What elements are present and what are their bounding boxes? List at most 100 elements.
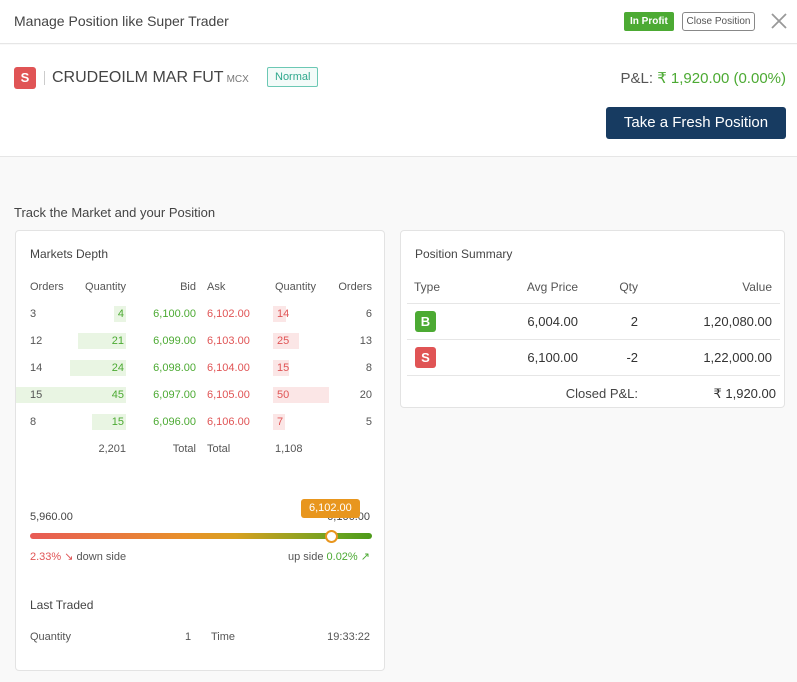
depth-row: 12 21 6,099.00 6,103.00 25 13 xyxy=(16,331,386,351)
ask-orders: 8 xyxy=(365,362,372,374)
bid-price: 6,099.00 xyxy=(153,335,196,347)
bid-orders: 15 xyxy=(30,389,43,401)
buy-type-badge: B xyxy=(415,311,436,332)
depth-total-row: 2,201 Total Total 1,108 xyxy=(16,439,386,459)
value: 1,20,080.00 xyxy=(703,314,772,329)
ltp-tag: 6,102.00 xyxy=(300,499,360,518)
exchange-label: MCX xyxy=(226,74,249,85)
ask-quantity: 7 xyxy=(277,416,284,428)
range-low-value: 5,960.00 xyxy=(30,511,73,523)
pnl-value: ₹ 1,920.00 (0.00%) xyxy=(657,70,786,87)
ask-volume-bar xyxy=(273,387,329,403)
sell-side-badge: S xyxy=(14,67,36,89)
bid-price: 6,098.00 xyxy=(153,362,196,374)
bid-orders: 14 xyxy=(30,362,43,374)
ask-volume-bar xyxy=(273,306,286,322)
qty: 2 xyxy=(630,314,638,329)
closed-pnl-label: Closed P&L: xyxy=(565,386,638,401)
bid-quantity: 4 xyxy=(117,308,124,320)
position-summary-title: Position Summary xyxy=(415,247,513,261)
bid-price: 6,097.00 xyxy=(153,389,196,401)
total-ask-label: Total xyxy=(207,443,231,455)
dialog-header: Manage Position like Super Trader In Pro… xyxy=(0,0,797,44)
instrument-name: CRUDEOILM MAR FUT MCX xyxy=(52,69,249,87)
ask-quantity: 50 xyxy=(277,389,290,401)
bid-orders: 12 xyxy=(30,335,43,347)
summary-row: B 6,004.00 2 1,20,080.00 xyxy=(407,304,780,340)
header-bid: Bid xyxy=(180,281,196,293)
take-fresh-position-button[interactable]: Take a Fresh Position xyxy=(606,107,786,139)
ask-price: 6,104.00 xyxy=(207,362,250,374)
ask-volume-bar xyxy=(273,414,285,430)
ask-orders: 20 xyxy=(359,389,372,401)
close-position-button[interactable]: Close Position xyxy=(682,12,755,31)
arrow-up-right-icon: ↗ xyxy=(360,551,370,563)
bid-price: 6,096.00 xyxy=(153,416,196,428)
bid-quantity: 15 xyxy=(111,416,124,428)
ask-quantity: 15 xyxy=(277,362,290,374)
product-type-badge: Normal xyxy=(267,67,319,87)
bid-volume-bar xyxy=(16,387,126,403)
avg-price: 6,004.00 xyxy=(527,314,578,329)
summary-header-row: Type Avg Price Qty Value xyxy=(407,268,780,304)
section-title: Track the Market and your Position xyxy=(14,205,216,220)
ask-price: 6,102.00 xyxy=(207,308,250,320)
ask-quantity: 14 xyxy=(277,308,290,320)
bid-quantity: 45 xyxy=(111,389,124,401)
total-bid-qty: 2,201 xyxy=(98,443,126,455)
bid-volume-bar xyxy=(114,306,126,322)
ask-price: 6,103.00 xyxy=(207,335,250,347)
depth-row: 3 4 6,100.00 6,102.00 14 6 xyxy=(16,304,386,324)
depth-row: 8 15 6,096.00 6,106.00 7 5 xyxy=(16,412,386,432)
header-ask: Ask xyxy=(207,281,226,293)
up-side-pct: 0.02% xyxy=(326,551,358,563)
header-quantity: Quantity xyxy=(85,281,126,293)
last-traded-time-label: Time xyxy=(211,631,236,643)
last-traded-title: Last Traded xyxy=(30,598,94,612)
instrument-panel: S CRUDEOILM MAR FUT MCX Normal P&L: ₹ 1,9… xyxy=(0,45,797,157)
bid-orders: 8 xyxy=(30,416,37,428)
pnl-display: P&L: ₹ 1,920.00 (0.00%) xyxy=(621,69,787,87)
header-orders: Orders xyxy=(30,281,64,293)
sell-type-badge: S xyxy=(415,347,436,368)
markets-depth-card: Markets Depth Orders Quantity Bid Ask Qu… xyxy=(15,230,385,671)
header-value: Value xyxy=(742,280,772,294)
bid-volume-bar xyxy=(92,414,126,430)
ask-volume-bar xyxy=(273,333,299,349)
header-qty: Qty xyxy=(619,280,638,294)
total-ask-qty: 1,108 xyxy=(275,443,303,455)
instrument-symbol: CRUDEOILM MAR FUT xyxy=(52,69,224,86)
header-type: Type xyxy=(414,280,441,294)
closed-pnl-value: ₹ 1,920.00 xyxy=(713,386,777,401)
last-traded-quantity-label: Quantity xyxy=(30,631,71,643)
ask-quantity: 25 xyxy=(277,335,290,347)
markets-depth-title: Markets Depth xyxy=(30,247,109,261)
header-avg-price: Avg Price xyxy=(526,280,578,294)
up-side-info: up side 0.02% ↗ xyxy=(288,550,370,563)
position-summary-card: Position Summary Type Avg Price Qty Valu… xyxy=(400,230,785,408)
closed-pnl-row: Closed P&L: ₹ 1,920.00 xyxy=(407,376,780,412)
ask-orders: 5 xyxy=(365,416,372,428)
depth-row: 15 45 6,097.00 6,105.00 50 20 xyxy=(16,385,386,405)
qty: -2 xyxy=(626,350,638,365)
arrow-down-right-icon: ↘ xyxy=(64,551,74,563)
bid-quantity: 24 xyxy=(111,362,124,374)
last-traded-quantity: 1 xyxy=(185,631,192,643)
dialog-title: Manage Position like Super Trader xyxy=(14,13,229,29)
down-side-pct: 2.33% xyxy=(30,551,62,563)
value: 1,22,000.00 xyxy=(703,350,772,365)
summary-row: S 6,100.00 -2 1,22,000.00 xyxy=(407,340,780,376)
header-ask-quantity: Quantity xyxy=(275,281,316,293)
bid-orders: 3 xyxy=(30,308,37,320)
header-ask-orders: Orders xyxy=(338,281,372,293)
down-side-info: 2.33% ↘ down side xyxy=(30,550,126,563)
close-icon[interactable] xyxy=(768,10,790,32)
bid-price: 6,100.00 xyxy=(153,308,196,320)
depth-header-row: Orders Quantity Bid Ask Quantity Orders xyxy=(16,277,386,297)
bid-volume-bar xyxy=(78,333,126,349)
ask-price: 6,105.00 xyxy=(207,389,250,401)
status-badge: In Profit xyxy=(624,12,674,31)
total-bid-label: Total xyxy=(172,443,196,455)
avg-price: 6,100.00 xyxy=(527,350,578,365)
depth-row: 14 24 6,098.00 6,104.00 15 8 xyxy=(16,358,386,378)
